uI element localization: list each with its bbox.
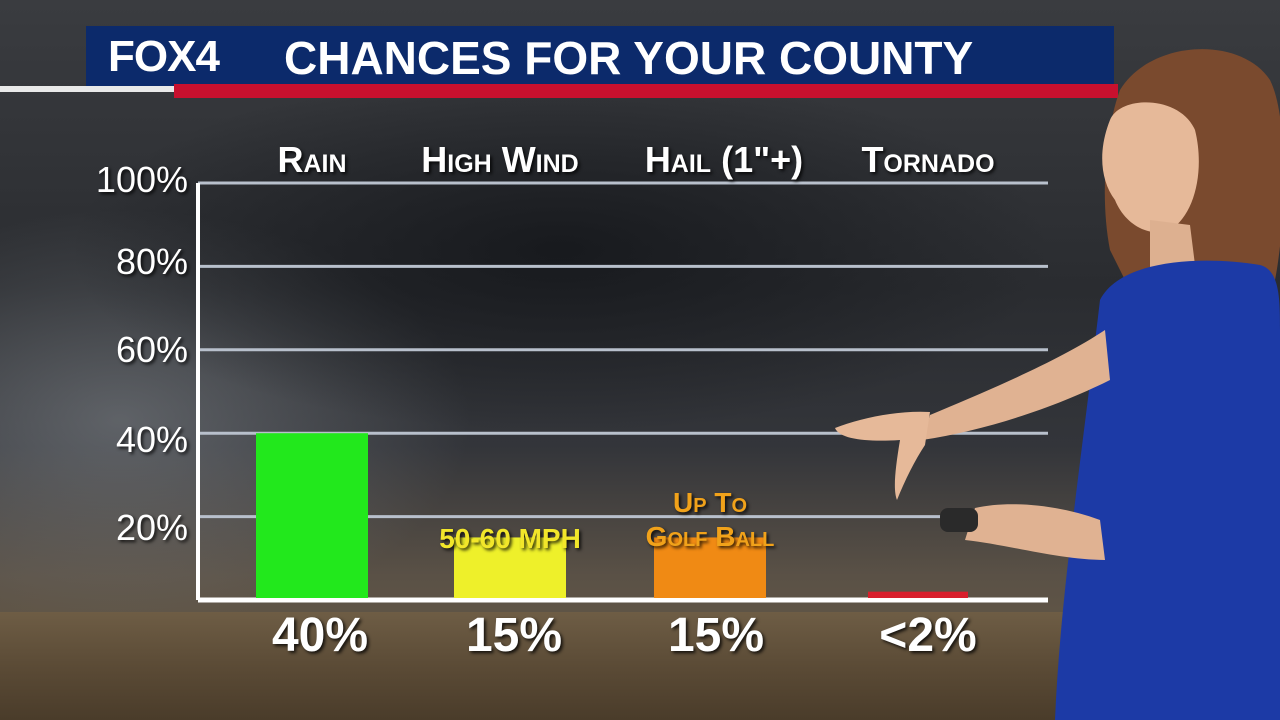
value-label-hail: 15% xyxy=(667,609,765,662)
y-tick-label-100: 100% xyxy=(95,159,188,200)
category-label-hail: Hail (1"+) xyxy=(644,139,804,180)
annotation-hail-line2: Golf Ball xyxy=(645,521,775,552)
page-title: CHANCES FOR YOUR COUNTY xyxy=(284,32,974,84)
category-label-tornado: Tornado xyxy=(861,139,995,180)
fox4-logo: FOX4 xyxy=(108,32,220,81)
header-bar xyxy=(86,26,1114,86)
category-label-high-wind: High Wind xyxy=(421,139,579,180)
bar-rain xyxy=(256,433,368,598)
annotation-wind-speed: 50-60 MPH xyxy=(439,523,581,554)
header-accent-line xyxy=(0,86,180,92)
bar-hail xyxy=(654,537,766,598)
value-label-high-wind: 15% xyxy=(465,609,563,662)
value-label-tornado: <2% xyxy=(879,609,977,662)
category-label-rain: Rain xyxy=(277,139,347,180)
bar-high-wind xyxy=(454,537,566,598)
header-red-stripe xyxy=(174,84,1118,98)
annotation-hail-line1: Up To xyxy=(673,487,747,518)
value-label-rain: 40% xyxy=(271,609,369,662)
bar-tornado xyxy=(868,591,968,598)
y-tick-label-60: 60% xyxy=(115,329,188,370)
y-tick-label-80: 80% xyxy=(115,241,188,282)
y-tick-label-40: 40% xyxy=(115,419,188,460)
y-tick-label-20: 20% xyxy=(115,507,188,548)
annotation-hail-size: Up To Golf Ball xyxy=(600,486,820,554)
